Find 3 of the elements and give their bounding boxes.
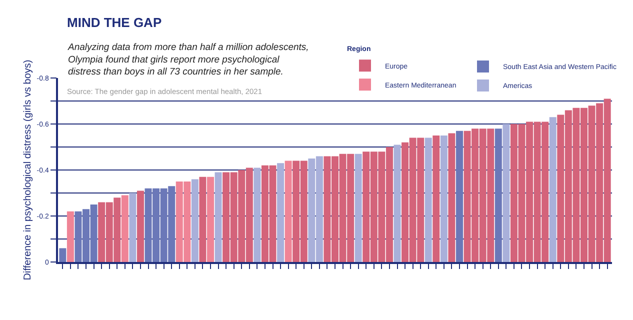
chart-title: MIND THE GAP [67, 15, 162, 30]
y-axis-title: Difference in psychological distress (girls vs boys) [22, 60, 34, 280]
chart-subtitle: Analyzing data from more than half a million adolescents, Olympia found that girls report more psychological distress than boys in all 73 countries in her sample. [67, 42, 309, 78]
